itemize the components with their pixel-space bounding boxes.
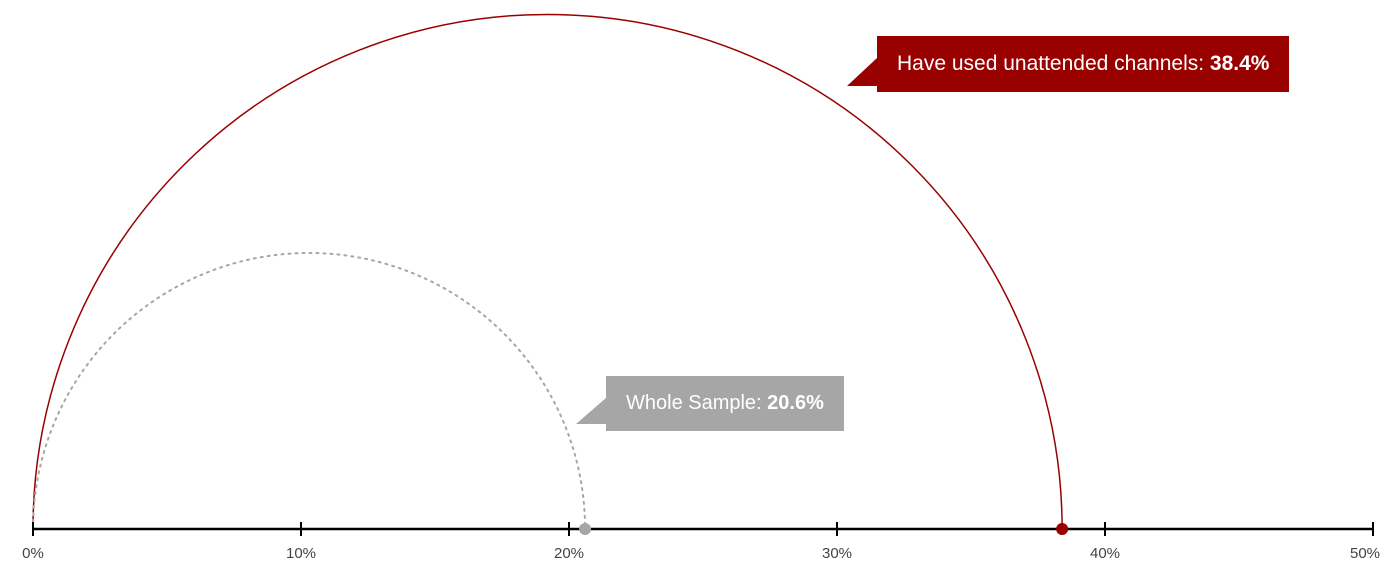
x-tick-label: 30% bbox=[822, 545, 852, 562]
x-tick-label: 50% bbox=[1350, 545, 1380, 562]
value-markers bbox=[579, 523, 1069, 535]
arc-group bbox=[32, 13, 1063, 530]
callout-value: 20.6% bbox=[767, 392, 824, 414]
callout-label: Whole Sample: bbox=[626, 392, 768, 414]
callout-unattended-channels: Have used unattended channels: 38.4% bbox=[847, 36, 1290, 92]
x-axis-ticks: 0% 10% 20% 30% 40% 50% bbox=[22, 522, 1380, 562]
callout-pointer bbox=[576, 398, 606, 424]
marker-group bbox=[1056, 523, 1069, 535]
arcs-layer bbox=[32, 13, 1063, 530]
callout-value: 38.4% bbox=[1209, 52, 1270, 75]
x-tick-label: 40% bbox=[1090, 545, 1120, 562]
x-tick-label: 0% bbox=[22, 545, 44, 562]
marker-whole bbox=[579, 523, 592, 535]
callout-whole-sample: Whole Sample: 20.6% bbox=[576, 376, 844, 431]
arc-whole bbox=[32, 252, 587, 530]
callout-pointer bbox=[847, 58, 877, 86]
callout-label: Have used unattended channels: bbox=[897, 52, 1210, 75]
x-tick-label: 10% bbox=[286, 545, 316, 562]
x-tick-label: 20% bbox=[554, 545, 584, 562]
